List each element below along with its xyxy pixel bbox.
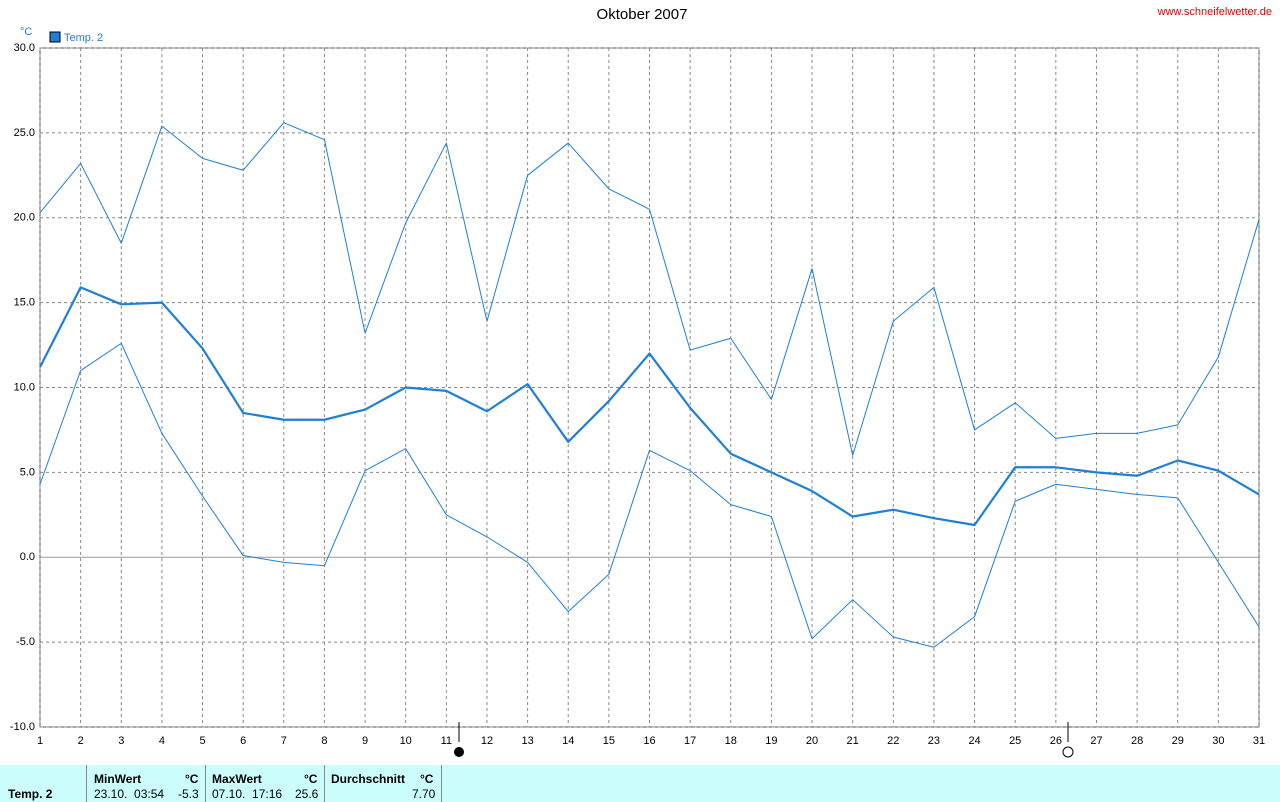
x-tick-label: 28: [1131, 735, 1143, 747]
min-label: MinWert: [94, 772, 142, 786]
legend-swatch: [49, 31, 61, 43]
max-unit: °C: [304, 772, 318, 786]
min-unit: °C: [185, 772, 199, 786]
series-line: [39, 286, 1260, 527]
y-tick-label: 25.0: [14, 127, 35, 139]
x-tick-label: 20: [806, 735, 818, 747]
x-tick-label: 17: [684, 735, 696, 747]
summary-bar: Temp. 2 MinWert °C 23.10. 03:54 -5.3 Max…: [0, 765, 1280, 802]
x-tick-label: 6: [240, 735, 246, 747]
x-tick-label: 11: [441, 735, 452, 747]
avg-unit: °C: [420, 772, 434, 786]
y-tick-label: 15.0: [14, 297, 35, 309]
avg-value: 7.70: [412, 787, 436, 801]
x-tick-label: 1: [37, 735, 43, 747]
y-tick-label: -10.0: [10, 721, 35, 733]
moon-icon: [454, 747, 464, 757]
x-tick-label: 8: [321, 735, 327, 747]
series-line: [39, 342, 1260, 648]
avg-label: Durchschnitt: [331, 772, 406, 786]
x-tick-label: 2: [78, 735, 84, 747]
max-label: MaxWert: [212, 772, 262, 786]
x-tick-label: 26: [1050, 735, 1062, 747]
y-tick-label: 30.0: [14, 42, 35, 54]
source: www.schneifelwetter.de: [1157, 6, 1272, 18]
x-tick-label: 3: [118, 735, 124, 747]
y-tick-label: 10.0: [14, 381, 35, 393]
y-tick-label: -5.0: [16, 636, 35, 648]
x-tick-label: 21: [847, 735, 859, 747]
x-tick-label: 18: [725, 735, 737, 747]
x-tick-label: 15: [603, 735, 615, 747]
y-tick-label: 20.0: [14, 212, 35, 224]
chart: Oktober 2007 www.schneifelwetter.de °C T…: [10, 6, 1272, 758]
x-tick-label: 16: [643, 735, 655, 747]
x-tick-label: 31: [1253, 735, 1265, 747]
min-value: -5.3: [178, 787, 199, 801]
y-tick-label: 0.0: [20, 551, 35, 563]
summary-series: Temp. 2: [8, 787, 53, 801]
x-tick-label: 25: [1009, 735, 1021, 747]
y-unit: °C: [20, 26, 32, 38]
max-time: 07.10. 17:16: [212, 787, 283, 801]
x-tick-label: 24: [968, 735, 980, 747]
legend-label: Temp. 2: [64, 32, 103, 44]
x-tick-label: 9: [362, 735, 368, 747]
x-tick-label: 7: [281, 735, 287, 747]
x-tick-label: 4: [159, 735, 165, 747]
x-tick-label: 30: [1212, 735, 1224, 747]
x-tick-label: 5: [199, 735, 205, 747]
y-tick-label: 5.0: [20, 466, 35, 478]
x-tick-label: 14: [562, 735, 574, 747]
x-tick-label: 12: [481, 735, 493, 747]
moon-icon: [1062, 746, 1074, 758]
x-tick-label: 22: [887, 735, 899, 747]
x-tick-label: 23: [928, 735, 940, 747]
series-line: [39, 122, 1260, 456]
max-value: 25.6: [295, 787, 319, 801]
x-tick-label: 19: [765, 735, 777, 747]
x-tick-label: 13: [521, 735, 533, 747]
x-tick-label: 29: [1172, 735, 1184, 747]
min-time: 23.10. 03:54: [94, 787, 165, 801]
x-tick-label: 10: [400, 735, 412, 747]
chart-title: Oktober 2007: [597, 6, 688, 23]
x-tick-label: 27: [1090, 735, 1102, 747]
